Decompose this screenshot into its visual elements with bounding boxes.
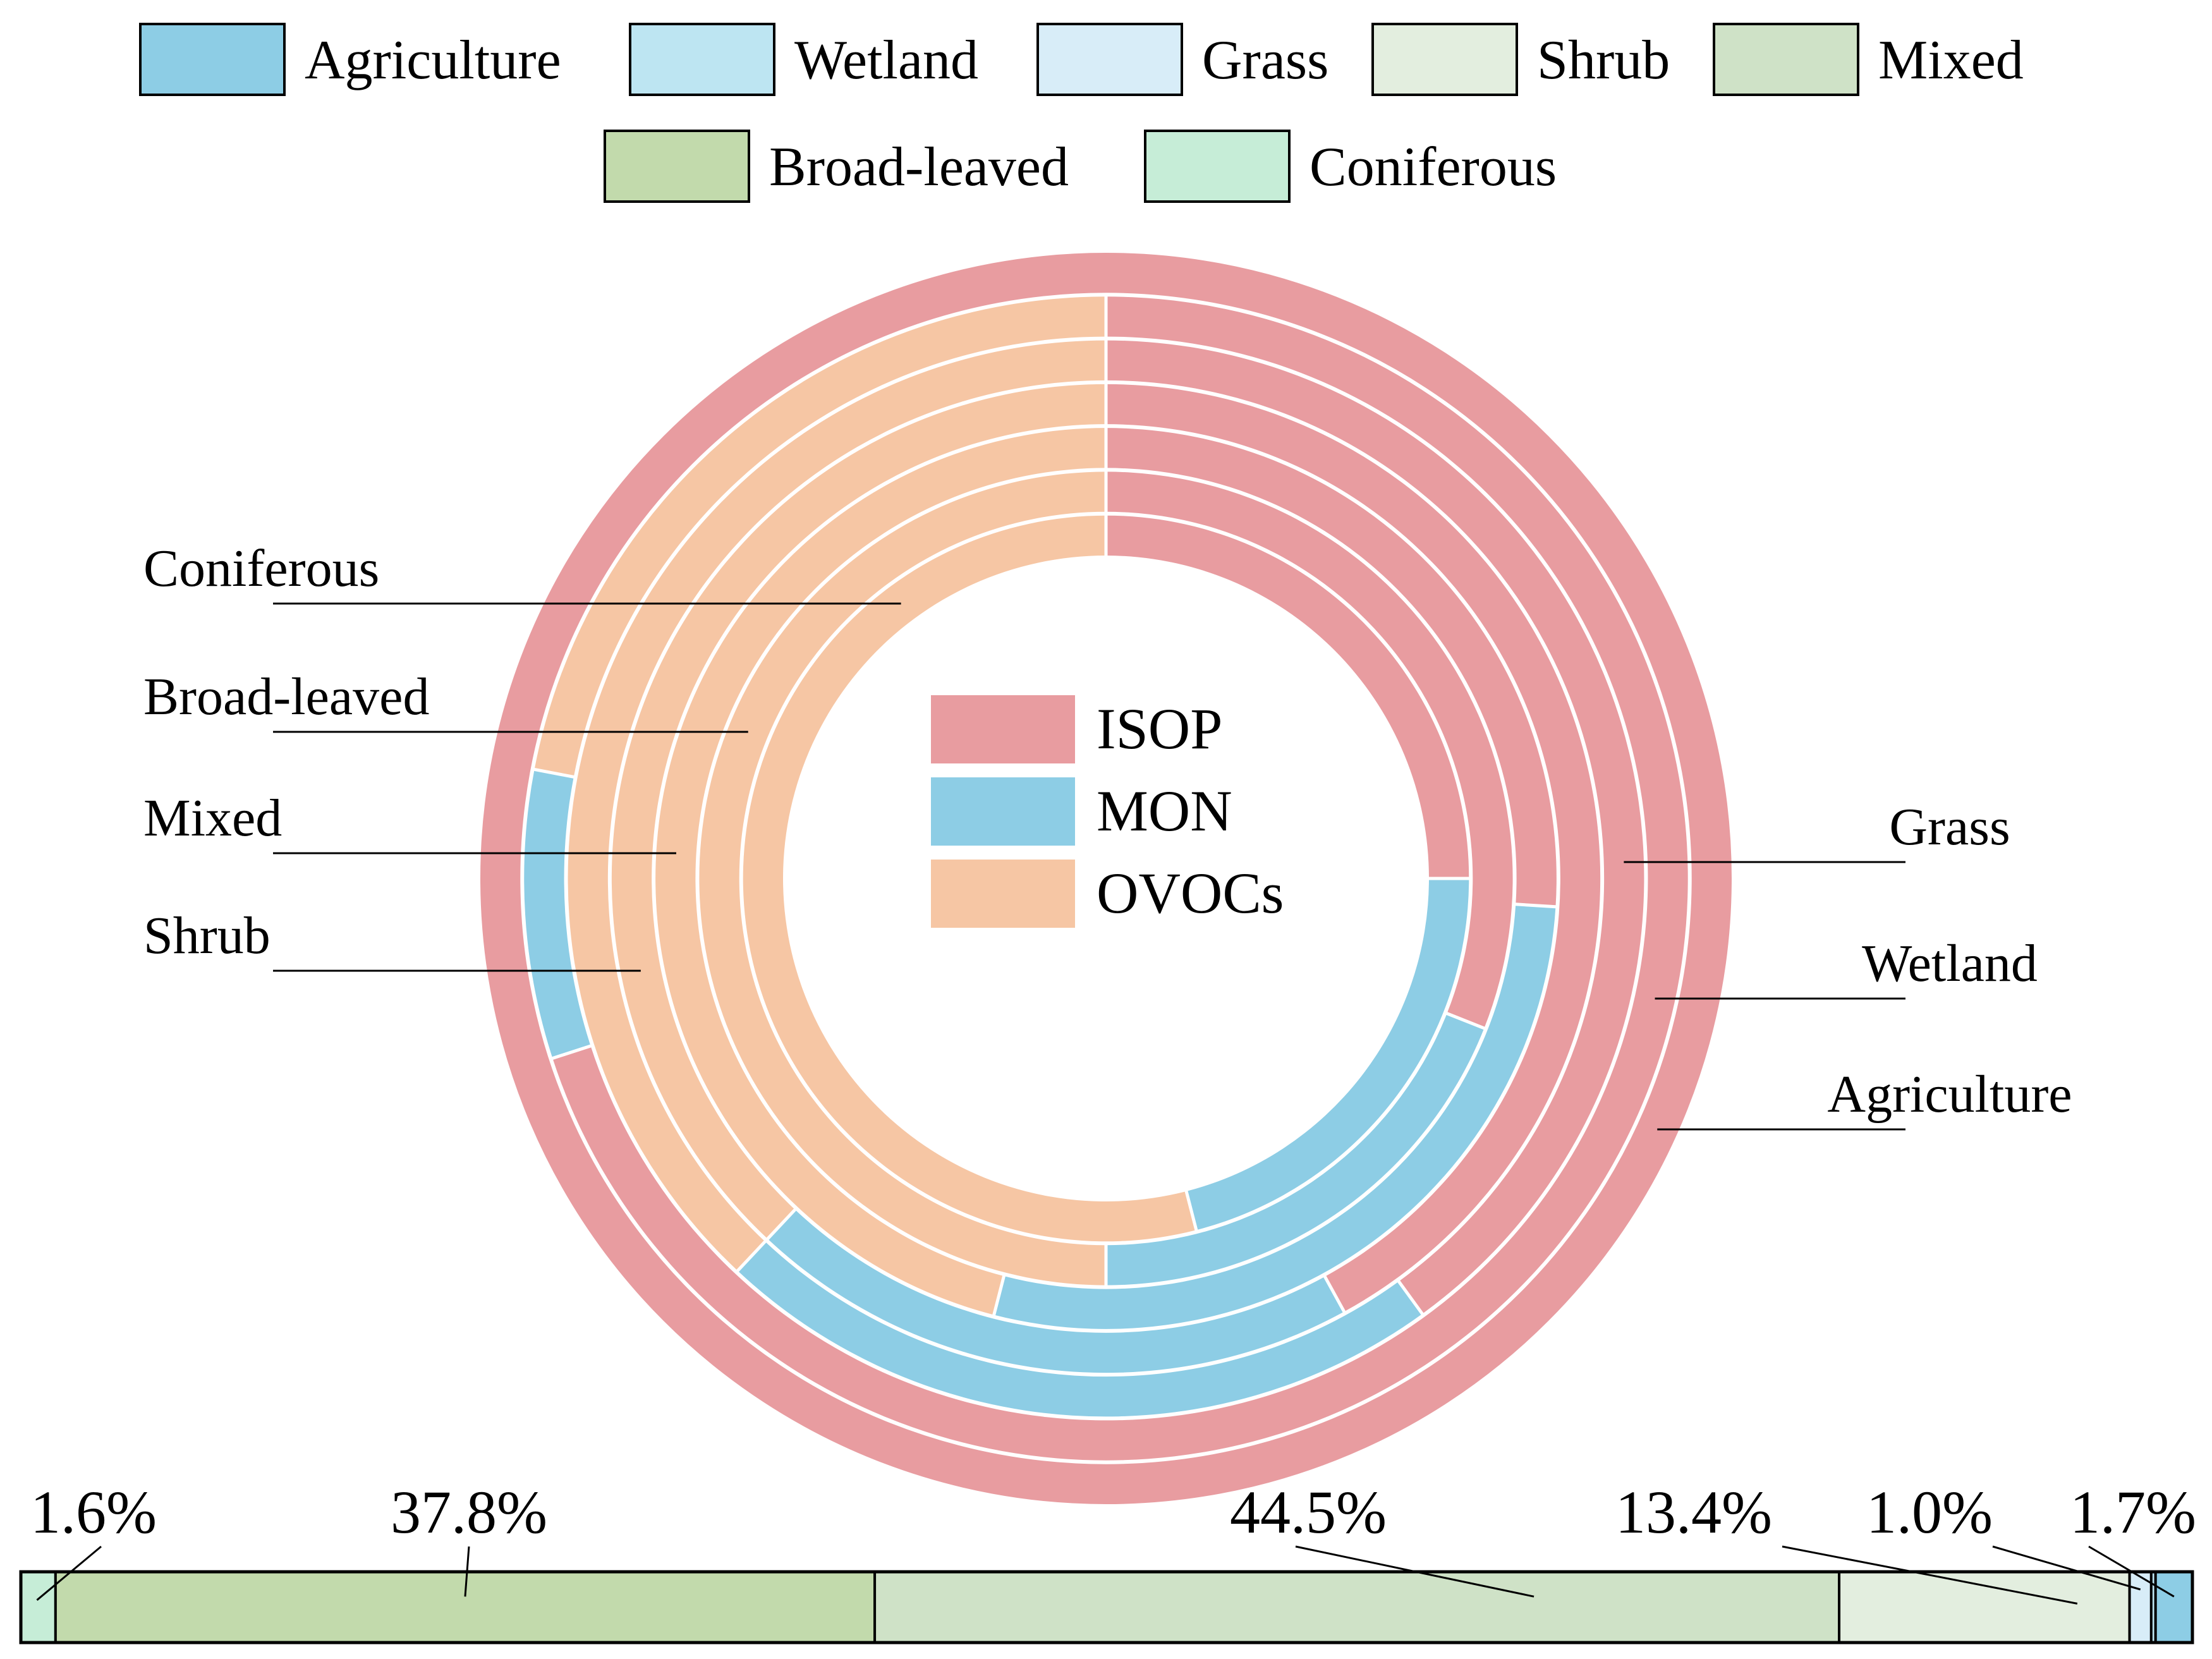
ring-divider (1397, 1279, 1425, 1316)
bar-label-shrub: 13.4% (1615, 1478, 1772, 1546)
compound-label-mon: MON (1097, 779, 1232, 843)
ring-divider (735, 1239, 767, 1273)
ring-segment-coniferous-isop (1106, 515, 1469, 878)
ring-divider (1184, 1189, 1198, 1232)
legend-swatch-mixed (1713, 23, 1859, 96)
ring-divider (533, 767, 576, 779)
bar-label-grass: 1.0% (1866, 1478, 1993, 1546)
ring-label-agriculture: Agriculture (1827, 1065, 2072, 1124)
legend-swatch-grass (1036, 23, 1183, 96)
ring-divider (765, 1207, 798, 1241)
ring-segment-grass-mon (738, 1241, 1423, 1417)
ring-labels: Agriculture Wetland Grass Shrub Mixed Broad-l… (143, 539, 2072, 1131)
compound-legend: ISOP MON OVOCs (931, 695, 1284, 928)
bar-outline (19, 1570, 2194, 1644)
legend-label-wetland: Wetland (794, 30, 978, 91)
bar-label-agriculture: 1.7% (2070, 1478, 2196, 1546)
bar-label-leader-coniferous (36, 1545, 102, 1601)
ring-label-shrub: Shrub (143, 906, 270, 965)
bar-label-leader-broad-leaved (464, 1546, 470, 1597)
ring-segment-broad-leaved-isop (1106, 471, 1513, 1028)
ring-segment-shrub-ovocs (611, 384, 1106, 1239)
legend-label-grass: Grass (1202, 30, 1328, 91)
legend-swatch-agriculture (139, 23, 286, 96)
legend-label-shrub: Shrub (1537, 30, 1670, 91)
bar-label-leader-mixed (1295, 1545, 1534, 1598)
bar-segment-coniferous (20, 1571, 57, 1644)
bar-label-leader-shrub (1782, 1545, 2078, 1605)
area-share-bar: 1.6% 37.8% 44.5% 13.4% 1.0% 1.7% (19, 1478, 2196, 1644)
compound-label-isop: ISOP (1097, 696, 1222, 761)
legend-label-coniferous: Coniferous (1310, 137, 1557, 198)
ring-segment-mixed-mon (994, 904, 1556, 1329)
ring-divider (1323, 1274, 1346, 1314)
bar-label-leader-grass (1992, 1545, 2141, 1591)
bar-segment-mixed (873, 1571, 1841, 1644)
ring-segment-wetland-mon (524, 769, 591, 1059)
bar-segment-shrub (1838, 1571, 2131, 1644)
bvoc-composition-donut (480, 253, 1732, 1504)
ring-label-grass: Grass (1889, 798, 2010, 856)
bar-label-broad-leaved: 37.8% (391, 1478, 547, 1546)
ring-divider (1445, 1011, 1486, 1030)
ring-segment-agriculture-isop (480, 253, 1732, 1504)
legend-label-broad-leaved: Broad-leaved (769, 137, 1069, 198)
legend-swatch-shrub (1371, 23, 1518, 96)
ring-divider (1514, 902, 1557, 909)
legend-label-mixed: Mixed (1878, 30, 2024, 91)
ring-label-broad-leaved: Broad-leaved (143, 667, 429, 726)
bar-segment-broad-leaved (54, 1571, 877, 1644)
compound-label-ovocs: OVOCs (1097, 861, 1284, 925)
legend-swatch-broad-leaved (604, 130, 750, 203)
ring-segment-mixed-isop (1106, 428, 1557, 907)
bar-segment-grass (2128, 1571, 2153, 1644)
ring-segment-wetland-ovocs (534, 296, 1106, 777)
ring-label-wetland: Wetland (1862, 934, 2038, 993)
bar-label-leader-agriculture (2088, 1545, 2175, 1598)
ring-label-coniferous: Coniferous (143, 539, 379, 598)
ring-divider (992, 1274, 1006, 1317)
ring-segment-shrub-mon (767, 1210, 1344, 1373)
ring-label-mixed: Mixed (143, 789, 282, 848)
land-cover-legend: Agriculture Wetland Grass Shrub Mixed Broad-l… (139, 23, 2024, 203)
compound-swatch-isop (931, 695, 1075, 763)
ring-segment-broad-leaved-mon (1106, 1013, 1485, 1285)
bar-label-coniferous: 1.6% (30, 1478, 157, 1546)
compound-swatch-mon (931, 777, 1075, 846)
legend-label-agriculture: Agriculture (305, 30, 561, 91)
compound-swatch-ovocs (931, 860, 1075, 928)
ring-segment-coniferous-mon (1186, 878, 1469, 1231)
legend-swatch-coniferous (1144, 130, 1291, 203)
ring-segment-grass-ovocs (568, 340, 1106, 1271)
bar-label-mixed: 44.5% (1230, 1478, 1387, 1546)
ring-divider (550, 1043, 593, 1060)
legend-swatch-wetland (629, 23, 775, 96)
bar-segment-agriculture (2154, 1571, 2194, 1644)
ring-segment-grass-isop (1106, 340, 1644, 1314)
